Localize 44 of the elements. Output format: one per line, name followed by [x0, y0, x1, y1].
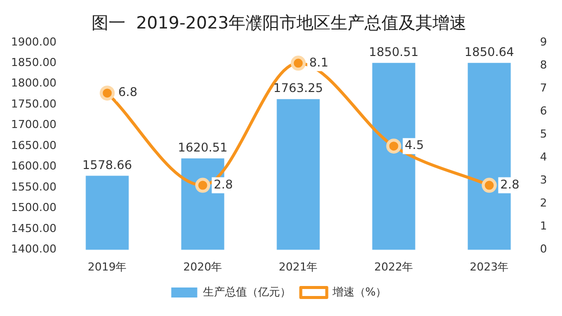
y-tick-label: 1550.00: [10, 180, 56, 194]
y-tick-label: 1500.00: [10, 201, 56, 214]
y2-tick-label: 1: [540, 220, 547, 233]
y2-tick-label: 3: [540, 174, 547, 187]
y-tick-label: 1650.00: [10, 138, 56, 152]
y2-tick-label: 2: [540, 196, 547, 210]
y2-tick-label: 5: [540, 127, 547, 140]
data-label: 1763.25: [273, 81, 324, 96]
y2-tick-label: 7: [540, 81, 547, 94]
y-tick-label: 1400.00: [10, 242, 56, 256]
y-tick-label: 1900.00: [10, 35, 56, 48]
data-label: 1578.66: [82, 158, 132, 172]
y-tick-label: 1600.00: [10, 160, 56, 173]
data-label: 1850.51: [368, 45, 419, 60]
y-tick-label: 1800.00: [10, 76, 56, 90]
y-tick-label: 1850.00: [10, 56, 56, 69]
x-tick-label: 2019年: [88, 260, 127, 274]
y2-tick-label: 4: [540, 150, 547, 164]
y-tick-label: 1450.00: [10, 222, 56, 235]
y2-tick-label: 8: [540, 58, 547, 72]
data-label: 2.8: [500, 177, 520, 192]
y-tick-label: 1750.00: [10, 97, 56, 110]
x-tick-label: 2022年: [374, 260, 414, 274]
x-tick-label: 2023年: [470, 260, 509, 274]
data-label: 1850.64: [464, 45, 514, 59]
chart-title: 图一 2019-2023年濮阳市地区生产总值及其增速: [91, 14, 467, 34]
data-label: 4.5: [404, 138, 424, 152]
y2-tick-label: 6: [540, 104, 547, 118]
x-tick-label: 2020年: [183, 260, 222, 274]
data-label: 6.8: [118, 85, 138, 100]
point: [100, 86, 115, 101]
data-label: 1620.51: [178, 140, 228, 154]
point: [386, 138, 402, 154]
point: [290, 56, 306, 71]
data-label: 8.1: [309, 55, 328, 70]
point: [195, 178, 210, 193]
legend-label: 生产总值（亿元）: [202, 285, 291, 298]
point: [482, 178, 497, 193]
x-tick-label: 2021年: [278, 260, 318, 274]
y2-tick-label: 0: [540, 242, 547, 256]
y2-tick-label: 9: [540, 35, 547, 48]
data-label: 2.8: [214, 177, 233, 192]
legend-label: 增速（%）: [331, 285, 387, 298]
y-tick-label: 1700.00: [10, 118, 56, 132]
